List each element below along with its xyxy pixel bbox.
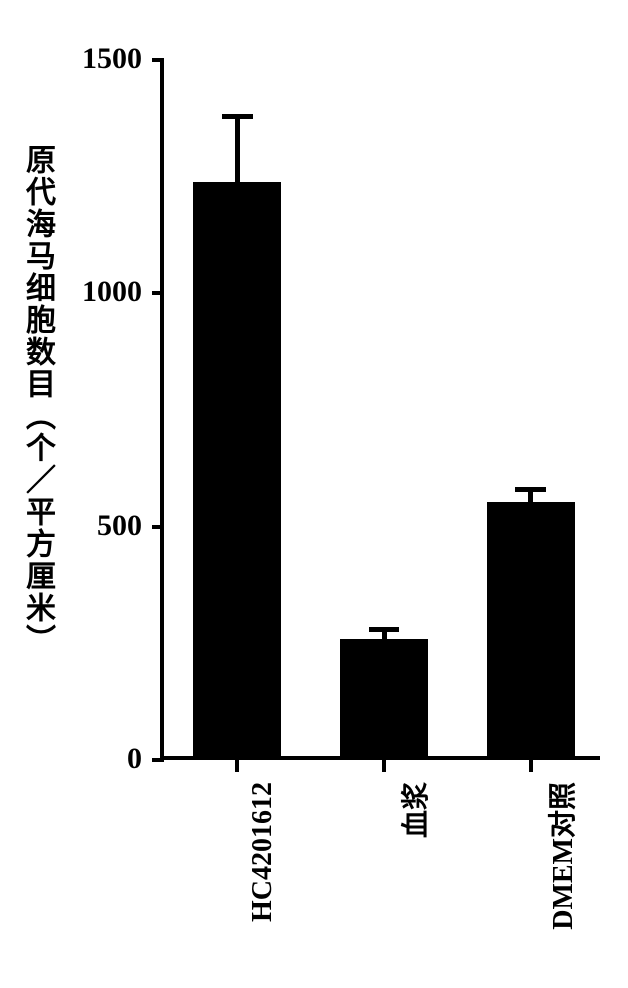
y-axis-title: 原代海马细胞数目（个／平方厘米） [15, 100, 59, 700]
error-bar-cap [222, 114, 253, 119]
x-tick [382, 760, 386, 772]
y-tick-label: 1000 [42, 275, 142, 309]
y-tick-label: 1500 [42, 42, 142, 76]
y-tick [152, 291, 164, 295]
x-axis-label: 血浆 [394, 782, 434, 838]
bar-chart: 原代海马细胞数目（个／平方厘米） 050010001500HC4201612血浆… [20, 20, 610, 790]
x-tick [529, 760, 533, 772]
x-tick [235, 760, 239, 772]
y-tick-label: 0 [42, 742, 142, 776]
y-tick-label: 500 [42, 509, 142, 543]
bar [487, 502, 575, 756]
bar [193, 182, 281, 756]
y-tick [152, 758, 164, 762]
error-bar-stem [235, 116, 240, 186]
plot-area: 050010001500HC4201612血浆DMEM对照 [160, 60, 600, 760]
bar [340, 639, 428, 756]
x-axis-label: DMEM对照 [541, 782, 581, 930]
y-tick [152, 58, 164, 62]
x-axis-label: HC4201612 [247, 782, 279, 922]
error-bar-cap [515, 487, 546, 492]
y-tick [152, 525, 164, 529]
error-bar-cap [369, 627, 400, 632]
